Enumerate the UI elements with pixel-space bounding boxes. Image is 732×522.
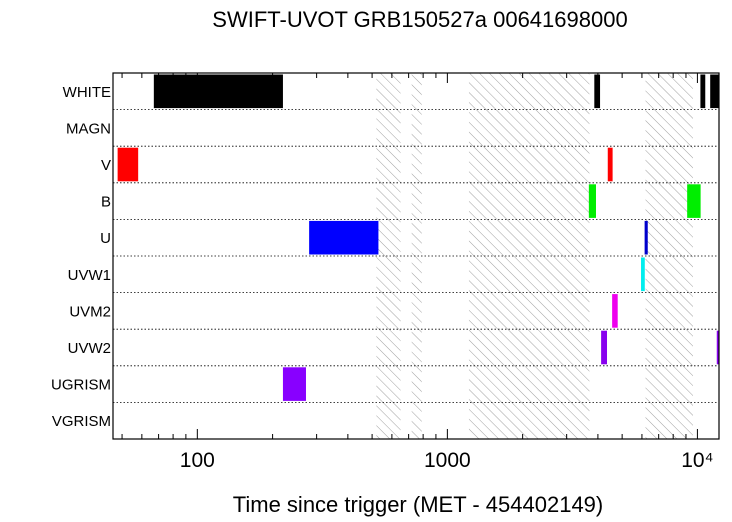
- hatched-region-2: [468, 73, 590, 439]
- row-label-v: V: [101, 157, 111, 174]
- row-label-uvm2: UVM2: [69, 303, 111, 320]
- exposure-bar-uvw2-13: [716, 330, 719, 365]
- row-separators: [113, 109, 719, 403]
- exposure-bar-uvm2-11: [612, 294, 618, 328]
- exposure-bar-white-1: [594, 74, 601, 109]
- exposure-bar-v-5: [607, 147, 613, 182]
- exposure-bar-v-4: [117, 147, 139, 182]
- exposure-bar-white-3: [710, 74, 719, 109]
- x-tick-label-1: 1000: [424, 449, 471, 472]
- row-label-u: U: [100, 230, 111, 247]
- exposure-bar-white-2: [700, 74, 706, 109]
- row-label-b: B: [101, 194, 111, 211]
- row-label-magn: MAGN: [66, 120, 111, 137]
- x-axis-label: Time since trigger (MET - 454402149): [233, 492, 604, 517]
- row-label-vgrism: VGRISM: [52, 413, 111, 430]
- x-tick-labels: 100 1000 10⁴: [180, 449, 714, 472]
- x-tick-label-2: 10⁴: [681, 449, 713, 472]
- exposure-bar-uvw2-12: [601, 330, 608, 365]
- hatched-region-1: [411, 73, 422, 439]
- chart-title: SWIFT-UVOT GRB150527a 00641698000: [212, 7, 627, 32]
- exposure-bar-ugrism-14: [282, 367, 306, 401]
- row-label-uvw1: UVW1: [68, 267, 111, 284]
- row-label-white: WHITE: [63, 84, 111, 101]
- exposure-bars: [117, 74, 719, 401]
- plot-frame: [112, 72, 720, 440]
- row-label-ugrism: UGRISM: [51, 377, 111, 394]
- exposure-bar-u-8: [309, 220, 379, 255]
- exposure-bar-b-7: [687, 184, 701, 218]
- exposure-bar-uvw1-10: [641, 257, 645, 292]
- exposure-bar-white-0: [153, 74, 283, 109]
- exposure-bar-u-9: [644, 220, 648, 255]
- row-labels: WHITE MAGN V B U UVW1 UVM2 UVW2 UGRISM VGRISM: [51, 84, 111, 430]
- exposure-bar-b-6: [588, 184, 596, 218]
- x-axis-ticks: [121, 73, 698, 439]
- x-tick-label-0: 100: [180, 449, 215, 472]
- row-label-uvw2: UVW2: [68, 340, 111, 357]
